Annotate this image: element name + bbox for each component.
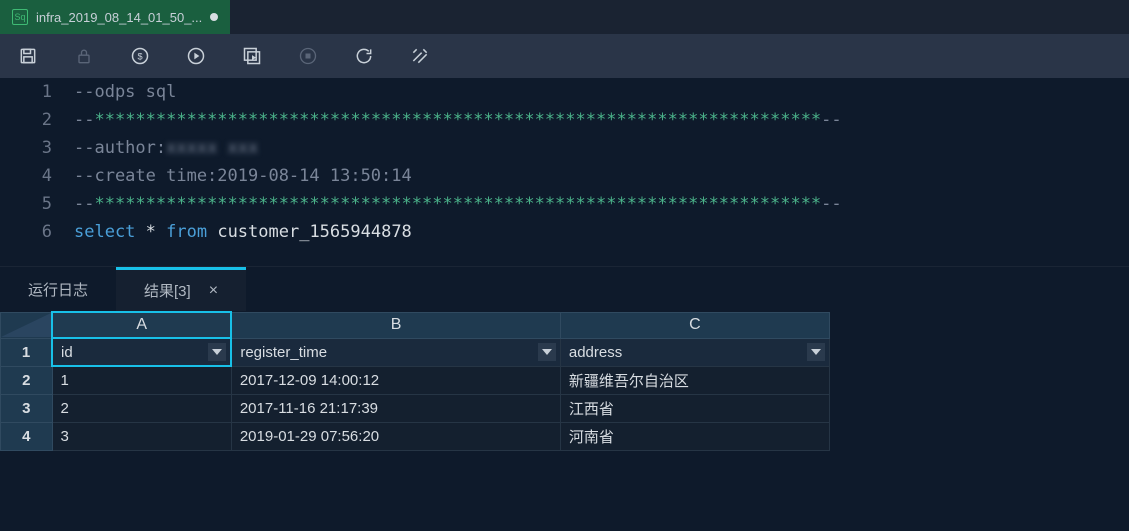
field-name-cell[interactable]: id — [52, 338, 231, 366]
file-tab[interactable]: Sq infra_2019_08_14_01_50_... — [0, 0, 230, 34]
panel-tab-label: 运行日志 — [28, 279, 88, 300]
data-cell[interactable]: 新疆维吾尔自治区 — [560, 366, 829, 394]
svg-text:$: $ — [137, 51, 142, 61]
lock-icon — [74, 46, 94, 66]
grid-corner[interactable] — [1, 312, 53, 338]
line-number: 4 — [0, 162, 52, 190]
column-header[interactable]: B — [231, 312, 560, 338]
run-icon[interactable] — [186, 46, 206, 66]
stop-icon — [298, 46, 318, 66]
data-cell[interactable]: 3 — [52, 422, 231, 450]
close-icon[interactable]: × — [209, 282, 218, 300]
code-editor[interactable]: 123456 --odps sql--*********************… — [0, 78, 1129, 246]
line-number-gutter: 123456 — [0, 78, 70, 246]
code-line: --create time:2019-08-14 13:50:14 — [74, 162, 1129, 190]
dropdown-icon[interactable] — [807, 343, 825, 361]
sql-file-icon: Sq — [12, 9, 28, 25]
dropdown-icon[interactable] — [538, 343, 556, 361]
code-line: --**************************************… — [74, 106, 1129, 134]
cost-icon[interactable]: $ — [130, 46, 150, 66]
field-name-cell[interactable]: address — [560, 338, 829, 366]
code-area[interactable]: --odps sql--****************************… — [70, 78, 1129, 246]
code-line: --odps sql — [74, 78, 1129, 106]
tools-icon[interactable] — [410, 46, 430, 66]
panel-tab[interactable]: 结果[3] × — [116, 267, 246, 311]
save-icon[interactable] — [18, 46, 38, 66]
dropdown-icon[interactable] — [208, 343, 226, 361]
file-tab-bar: Sq infra_2019_08_14_01_50_... — [0, 0, 1129, 34]
results-panel-tabs: 运行日志 结果[3] × — [0, 266, 1129, 311]
row-header[interactable]: 2 — [1, 366, 53, 394]
panel-tab[interactable]: 运行日志 — [0, 267, 116, 311]
column-header[interactable]: C — [560, 312, 829, 338]
code-line: --**************************************… — [74, 190, 1129, 218]
row-header[interactable]: 4 — [1, 422, 53, 450]
row-header[interactable]: 3 — [1, 394, 53, 422]
column-header[interactable]: A — [52, 312, 231, 338]
data-cell[interactable]: 2017-11-16 21:17:39 — [231, 394, 560, 422]
refresh-icon[interactable] — [354, 46, 374, 66]
results-grid[interactable]: ABC1idregister_timeaddress212017-12-09 1… — [0, 311, 1129, 451]
data-cell[interactable]: 江西省 — [560, 394, 829, 422]
line-number: 2 — [0, 106, 52, 134]
line-number: 5 — [0, 190, 52, 218]
data-cell[interactable]: 河南省 — [560, 422, 829, 450]
data-cell[interactable]: 1 — [52, 366, 231, 394]
data-cell[interactable]: 2017-12-09 14:00:12 — [231, 366, 560, 394]
data-cell[interactable]: 2019-01-29 07:56:20 — [231, 422, 560, 450]
line-number: 6 — [0, 218, 52, 246]
dirty-indicator-icon — [210, 13, 218, 21]
line-number: 3 — [0, 134, 52, 162]
field-name-cell[interactable]: register_time — [231, 338, 560, 366]
code-line: --author:xxxxx xxx — [74, 134, 1129, 162]
toolbar: $ — [0, 34, 1129, 78]
panel-tab-label: 结果[3] — [144, 280, 191, 301]
run-batch-icon[interactable] — [242, 46, 262, 66]
row-header[interactable]: 1 — [1, 338, 53, 366]
file-tab-title: infra_2019_08_14_01_50_... — [36, 10, 202, 25]
code-line: select * from customer_1565944878 — [74, 218, 1129, 246]
line-number: 1 — [0, 78, 52, 106]
data-cell[interactable]: 2 — [52, 394, 231, 422]
